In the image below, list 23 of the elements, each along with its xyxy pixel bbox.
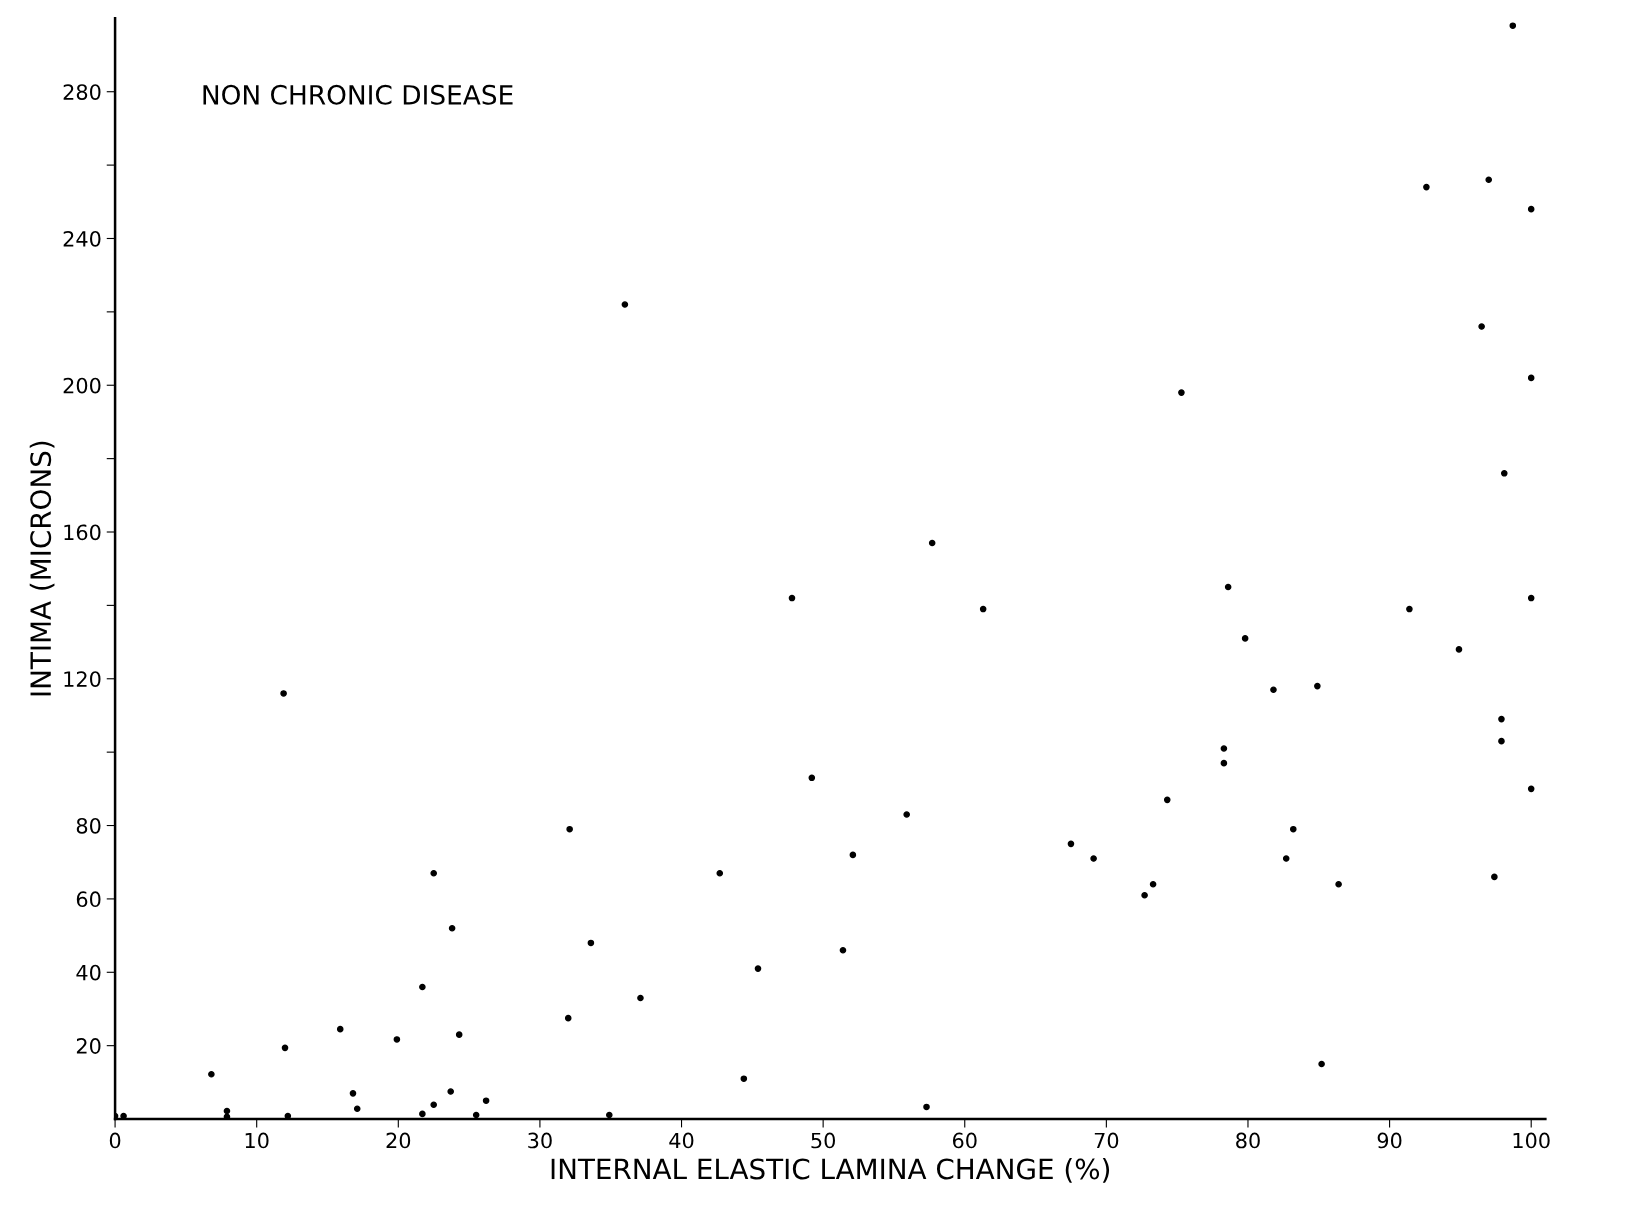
y-tick-label: 120 [64, 671, 101, 687]
y-tick-label: 20 [76, 1038, 101, 1054]
x-tick-label: 20 [386, 1132, 411, 1149]
y-tick-label: 40 [76, 964, 101, 981]
y-tick-label: 160 [64, 524, 101, 541]
y-tick-label: 80 [76, 817, 101, 834]
x-tick-label: 30 [528, 1132, 552, 1149]
y-axis-title: INTIMA (MICRONS) [29, 441, 55, 696]
y-tick-label: 60 [76, 891, 101, 908]
x-axis-title: INTERNAL ELASTIC LAMINA CHANGE (%) [551, 1157, 1110, 1183]
x-tick-label: 10 [245, 1132, 269, 1149]
y-tick-label: 280 [63, 84, 101, 100]
x-tick-label: 50 [811, 1132, 836, 1149]
x-tick-label: 90 [1377, 1132, 1402, 1149]
x-tick-label: 40 [669, 1132, 694, 1149]
x-tick-label: 60 [952, 1132, 977, 1149]
x-tick-label: 70 [1094, 1132, 1119, 1149]
y-tick-label: 200 [63, 377, 101, 394]
x-tick-label: 80 [1236, 1132, 1260, 1149]
x-tick-label: 100 [1513, 1132, 1550, 1149]
text: NON CHRONIC DISEASE [203, 84, 513, 105]
y-tick-label: 240 [63, 230, 101, 247]
x-tick-label: 0 [109, 1132, 121, 1149]
